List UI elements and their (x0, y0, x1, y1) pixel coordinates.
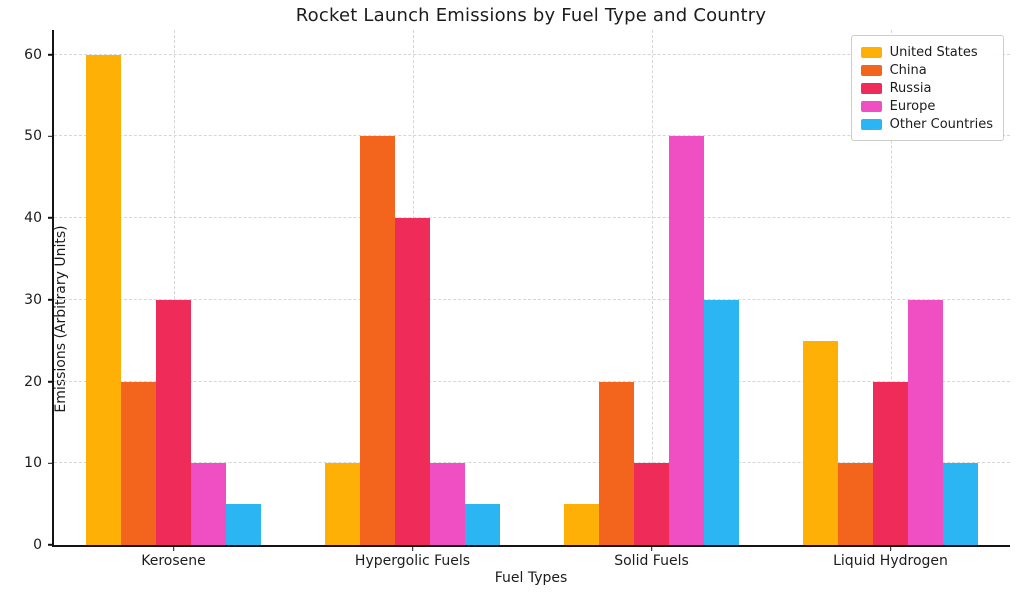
y-tick-mark (48, 298, 54, 301)
legend-label: Other Countries (889, 116, 993, 132)
legend-swatch-icon (860, 64, 882, 76)
y-gridline (54, 298, 1010, 300)
legend-item: Russia (860, 79, 993, 97)
bar-group (803, 30, 978, 545)
x-gridline (890, 30, 892, 545)
bar-united-states-solid-fuels (564, 504, 599, 545)
chart-title: Rocket Launch Emissions by Fuel Type and… (295, 5, 767, 26)
bar-russia-solid-fuels (634, 463, 669, 545)
y-gridline (54, 135, 1010, 137)
y-tick-label: 50 (24, 128, 42, 145)
bar-china-kerosene (121, 381, 156, 545)
bar-china-liquid-hydrogen (838, 463, 873, 545)
bar-europe-solid-fuels (669, 136, 704, 545)
legend-item: Europe (860, 97, 993, 115)
legend-label: Russia (889, 80, 932, 96)
legend-item: China (860, 61, 993, 79)
y-gridline (54, 217, 1010, 219)
x-tick-label: Liquid Hydrogen (833, 553, 948, 569)
y-tick-mark (48, 53, 54, 56)
y-gridline (54, 462, 1010, 464)
y-tick-label: 30 (24, 291, 42, 308)
legend-swatch-icon (860, 46, 882, 58)
bar-russia-liquid-hydrogen (873, 381, 908, 545)
y-tick-label: 60 (24, 46, 42, 63)
bar-europe-liquid-hydrogen (908, 299, 943, 545)
x-tick-label: Kerosene (141, 553, 206, 569)
legend-label: United States (889, 44, 978, 60)
legend-swatch-icon (860, 82, 882, 94)
bar-china-hypergolic-fuels (360, 136, 395, 545)
y-axis-label: Emissions (Arbitrary Units) (53, 225, 69, 413)
y-gridline (54, 380, 1010, 382)
y-tick-mark (48, 217, 54, 219)
y-tick-mark (48, 544, 54, 546)
y-tick-label: 0 (33, 537, 42, 553)
legend-item: Other Countries (860, 115, 993, 133)
legend-swatch-icon (860, 100, 882, 112)
x-tick-label: Hypergolic Fuels (354, 553, 471, 569)
x-gridline (651, 30, 653, 545)
legend-item: United States (860, 43, 993, 61)
plot-area: Emissions (Arbitrary Units) United State… (24, 30, 1010, 569)
y-tick-mark (48, 462, 54, 465)
bar-group (86, 30, 261, 545)
y-tick-label: 20 (24, 373, 42, 390)
bar-europe-kerosene (191, 463, 226, 545)
bar-europe-hypergolic-fuels (430, 463, 465, 545)
bar-group (325, 30, 500, 545)
y-tick-mark (48, 135, 54, 138)
y-tick-mark (48, 380, 54, 383)
bar-other-countries-solid-fuels (704, 299, 739, 545)
x-tick-mark (172, 545, 175, 551)
y-tick-label: 10 (24, 455, 42, 472)
x-gridline (173, 30, 175, 545)
y-gridline (54, 53, 1010, 55)
legend-label: Europe (889, 98, 936, 114)
x-axis-label: Fuel Types (494, 570, 568, 586)
bar-other-countries-kerosene (226, 504, 261, 545)
x-tick-mark (411, 545, 414, 551)
bar-united-states-kerosene (86, 54, 121, 545)
bar-group (564, 30, 739, 545)
x-tick-label: Solid Fuels (614, 553, 689, 569)
x-tick-mark (650, 545, 653, 551)
x-tick-mark (889, 545, 892, 551)
y-tick-label: 40 (24, 210, 42, 227)
legend: United States China Russia Europe Other Coun… (850, 35, 1004, 141)
bar-united-states-hypergolic-fuels (325, 463, 360, 545)
bar-other-countries-liquid-hydrogen (943, 463, 978, 545)
bar-other-countries-hypergolic-fuels (465, 504, 500, 545)
legend-swatch-icon (860, 118, 882, 130)
bar-russia-kerosene (156, 299, 191, 545)
bar-united-states-liquid-hydrogen (803, 340, 838, 545)
bar-china-solid-fuels (599, 381, 634, 545)
legend-label: China (889, 62, 927, 78)
bar-russia-hypergolic-fuels (395, 218, 430, 545)
